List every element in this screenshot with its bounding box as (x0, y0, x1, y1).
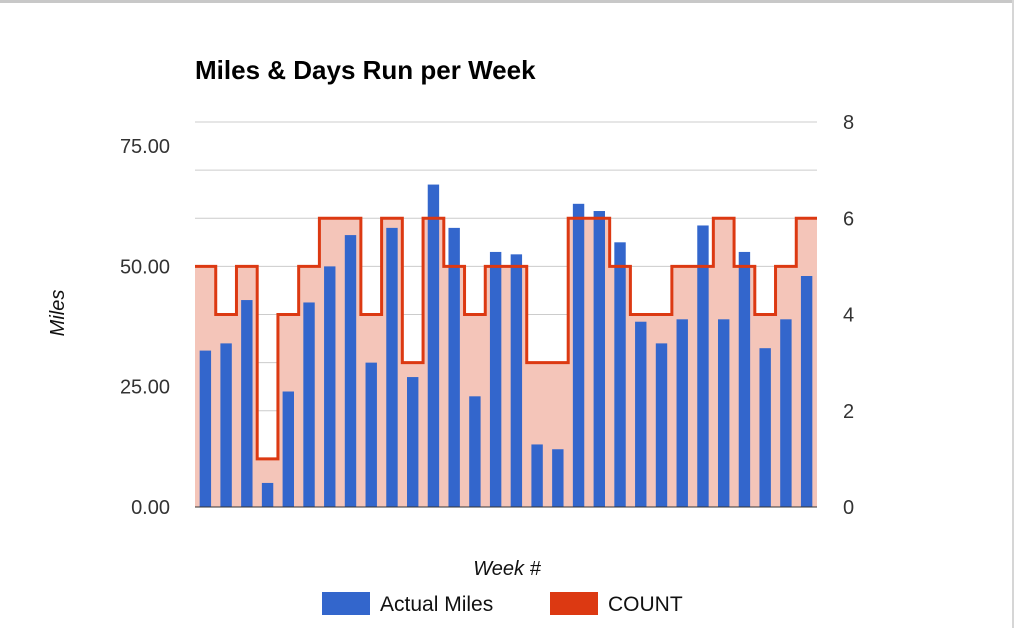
right-tick-label: 4 (843, 305, 854, 327)
legend-label-count: COUNT (608, 593, 683, 616)
left-tick-label: 0.00 (131, 497, 170, 519)
left-axis-ticks: 0.00 25.00 50.00 75.00 (120, 136, 170, 519)
bar-actual-miles (738, 251, 751, 507)
bar-actual-miles (593, 211, 605, 507)
bar-actual-miles (676, 319, 688, 507)
count-line-layer (195, 216, 817, 508)
bar-actual-miles (407, 377, 419, 507)
miles-bar-layer (199, 184, 813, 508)
bar-actual-miles (572, 203, 585, 507)
bar-actual-miles (635, 321, 647, 507)
bar-actual-miles (469, 396, 481, 507)
bar-actual-miles (241, 300, 253, 507)
bar-actual-miles (489, 251, 502, 507)
legend-swatch-count (550, 592, 598, 615)
right-tick-label: 0 (843, 497, 854, 519)
legend-swatch-actual-miles (322, 592, 370, 615)
bar-actual-miles (531, 444, 543, 507)
bar-actual-miles (800, 276, 813, 507)
bar-actual-miles (282, 391, 294, 507)
window-right-border (1012, 0, 1014, 628)
bar-actual-miles (697, 225, 709, 507)
bar-actual-miles (261, 482, 274, 507)
bar-actual-miles (199, 350, 212, 507)
bar-actual-miles (324, 266, 336, 508)
bar-actual-miles (344, 235, 357, 507)
bar-actual-miles (614, 242, 626, 507)
legend-label-actual-miles: Actual Miles (380, 593, 493, 616)
chart-title: Miles & Days Run per Week (195, 55, 536, 85)
bar-actual-miles (427, 184, 440, 507)
bar-actual-miles (220, 343, 232, 508)
bar-actual-miles (655, 343, 668, 508)
bar-actual-miles (448, 227, 460, 508)
left-tick-label: 50.00 (120, 256, 170, 278)
count-line (195, 216, 817, 461)
right-axis-ticks: 0 2 4 6 8 (843, 112, 854, 519)
left-tick-label: 25.00 (120, 377, 170, 399)
legend: Actual Miles COUNT (322, 592, 683, 616)
x-axis-title: Week # (473, 558, 541, 580)
bar-actual-miles (510, 254, 523, 507)
bar-actual-miles (552, 449, 564, 507)
right-tick-label: 6 (843, 208, 854, 230)
window-top-border (0, 0, 1014, 3)
right-tick-label: 8 (843, 112, 854, 134)
bar-actual-miles (303, 302, 315, 507)
bar-actual-miles (759, 348, 771, 507)
right-tick-label: 2 (843, 401, 854, 423)
bar-actual-miles (386, 227, 398, 508)
y-axis-title: Miles (47, 290, 69, 337)
bar-actual-miles (718, 319, 730, 507)
bar-actual-miles (365, 362, 377, 508)
left-tick-label: 75.00 (120, 136, 170, 158)
bar-actual-miles (780, 319, 792, 507)
